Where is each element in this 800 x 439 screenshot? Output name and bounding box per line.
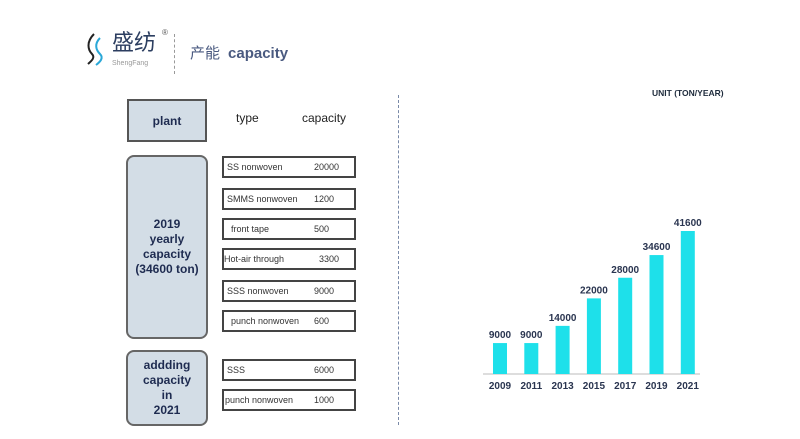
row-type: SMMS nonwoven: [227, 194, 298, 204]
group-line: (34600 ton): [135, 262, 199, 276]
group-line: yearly: [149, 232, 185, 246]
row-type: SSS nonwoven: [227, 286, 289, 296]
data-label: 9000: [489, 330, 512, 341]
group-2019: 2019 yearly capacity (34600 ton): [126, 155, 208, 339]
group-line: capacity: [142, 247, 191, 261]
table-row: SSS 6000: [222, 359, 356, 381]
row-type: SSS: [227, 365, 246, 375]
x-tick-label: 2019: [645, 381, 668, 392]
row-capacity: 500: [314, 224, 330, 234]
section-divider: [398, 95, 399, 425]
capacity-header: capacity: [302, 111, 347, 125]
row-capacity: 1200: [314, 194, 335, 204]
row-type: Hot-air through: [224, 254, 285, 264]
data-label: 9000: [520, 330, 543, 341]
data-label: 14000: [549, 313, 577, 324]
group-line: 2019: [153, 217, 181, 231]
logo-subtext: ShengFang: [112, 60, 149, 67]
bar: [493, 343, 507, 374]
data-label: 41600: [674, 218, 702, 229]
group-line: 2021: [153, 403, 181, 417]
row-capacity: 6000: [314, 365, 335, 375]
row-type: punch nonwoven: [225, 395, 294, 405]
row-capacity: 20000: [314, 162, 340, 172]
table-row: SS nonwoven 20000: [222, 156, 356, 178]
table-row: punch nonwoven 1000: [222, 389, 356, 411]
row-capacity: 1000: [314, 395, 335, 405]
unit-label: UNIT (TON/YEAR): [652, 88, 724, 98]
x-tick-label: 2013: [551, 381, 574, 392]
title-cn: 产能: [190, 45, 221, 62]
x-tick-label: 2021: [677, 381, 700, 392]
logo-text: 盛纺: [112, 31, 157, 56]
row-capacity: 3300: [319, 254, 340, 264]
registered-mark: ®: [162, 28, 168, 37]
x-tick-label: 2011: [520, 381, 542, 392]
title-en: capacity: [228, 45, 289, 62]
table-row: SMMS nonwoven 1200: [222, 188, 356, 210]
table-row: Hot-air through 3300: [222, 248, 356, 270]
header-divider: [174, 34, 175, 74]
table-row: front tape 500: [222, 218, 356, 240]
bar: [680, 231, 695, 374]
row-type: front tape: [231, 224, 270, 234]
bar: [618, 277, 633, 374]
row-capacity: 600: [314, 316, 330, 326]
row-type: punch nonwoven: [231, 316, 300, 326]
table-row: SSS nonwoven 9000: [222, 280, 356, 302]
x-tick-label: 2015: [583, 381, 606, 392]
group-line: capacity: [142, 373, 192, 387]
data-label: 28000: [611, 265, 639, 276]
group-line: addding: [143, 358, 191, 372]
group-line: in: [161, 388, 173, 402]
logo-icon: [87, 33, 103, 66]
bar: [649, 255, 664, 374]
group-2021: addding capacity in 2021: [126, 350, 208, 426]
bar: [524, 343, 539, 374]
bar: [586, 298, 601, 374]
x-tick-label: 2009: [489, 381, 512, 392]
x-tick-label: 2017: [614, 381, 637, 392]
bar: [555, 325, 570, 374]
table-row: punch nonwoven 600: [222, 310, 356, 332]
data-label: 34600: [643, 242, 671, 253]
row-type: SS nonwoven: [227, 162, 283, 172]
data-label: 22000: [580, 285, 608, 296]
row-capacity: 9000: [314, 286, 335, 296]
plant-header: plant: [127, 99, 207, 142]
type-header: type: [236, 111, 259, 125]
page-title: 产能 capacity: [190, 42, 288, 63]
